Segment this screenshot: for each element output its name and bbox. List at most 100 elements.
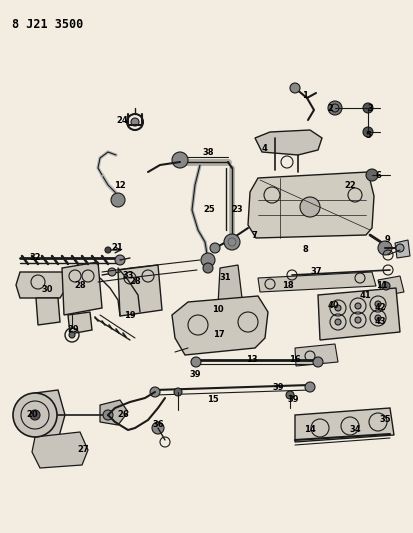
Polygon shape [62,262,102,315]
Circle shape [362,103,372,113]
Circle shape [201,253,214,267]
Polygon shape [32,432,88,468]
Polygon shape [394,240,409,258]
Polygon shape [171,296,267,355]
Text: 39: 39 [272,384,283,392]
Text: 10: 10 [212,305,223,314]
Polygon shape [16,272,68,298]
Polygon shape [317,288,399,340]
Text: 34: 34 [348,425,360,434]
Circle shape [289,83,299,93]
Text: 33: 33 [122,271,133,279]
Text: 18: 18 [282,280,293,289]
Text: 36: 36 [152,421,164,430]
Text: 23: 23 [230,206,242,214]
Polygon shape [36,298,60,325]
Text: 35: 35 [378,416,390,424]
Polygon shape [35,390,65,440]
Text: 37: 37 [309,268,321,277]
Text: 11: 11 [375,280,387,289]
Text: 13: 13 [246,356,257,365]
Circle shape [152,422,164,434]
Circle shape [285,391,293,399]
Text: 26: 26 [117,410,128,419]
Text: 30: 30 [41,286,52,295]
Text: 8 J21 3500: 8 J21 3500 [12,18,83,31]
Circle shape [304,382,314,392]
Text: 1: 1 [301,91,307,100]
Circle shape [312,357,322,367]
Text: 15: 15 [206,395,218,405]
Text: 42: 42 [373,303,385,311]
Circle shape [131,118,139,126]
Text: 2: 2 [326,103,332,112]
Text: 9: 9 [384,236,390,245]
Text: 25: 25 [203,206,214,214]
Circle shape [30,410,40,420]
Circle shape [69,332,75,338]
Text: 4: 4 [261,143,267,152]
Polygon shape [100,400,128,425]
Circle shape [103,410,113,420]
Text: 29: 29 [67,326,78,335]
Text: 3: 3 [366,103,372,112]
Circle shape [223,234,240,250]
Text: 31: 31 [218,273,230,282]
Text: 28: 28 [129,278,140,287]
Circle shape [374,315,380,321]
Polygon shape [377,276,403,296]
Circle shape [327,101,341,115]
Circle shape [362,127,372,137]
Text: 28: 28 [74,280,85,289]
Circle shape [299,197,319,217]
Circle shape [377,241,391,255]
Circle shape [354,317,360,323]
Circle shape [395,244,403,252]
Text: 39: 39 [189,370,200,379]
Text: 7: 7 [251,230,256,239]
Text: 27: 27 [77,446,89,455]
Text: 12: 12 [114,181,126,190]
Text: 41: 41 [358,290,370,300]
Text: 8: 8 [301,246,307,254]
Text: 14: 14 [304,425,315,434]
Text: 38: 38 [202,148,213,157]
Circle shape [190,357,201,367]
Text: 17: 17 [213,330,224,340]
Circle shape [171,152,188,168]
Circle shape [173,388,182,396]
Circle shape [209,243,219,253]
Polygon shape [294,408,393,442]
Circle shape [108,268,116,276]
Polygon shape [118,265,161,316]
Polygon shape [218,265,242,310]
Text: 43: 43 [373,318,385,327]
Text: 22: 22 [343,181,355,190]
Polygon shape [254,130,321,155]
Circle shape [381,282,389,290]
Circle shape [150,387,159,397]
Text: 21: 21 [111,244,123,253]
Circle shape [111,193,125,207]
Text: 6: 6 [374,171,380,180]
Polygon shape [247,172,373,238]
Circle shape [354,303,360,309]
Text: 39: 39 [287,395,298,405]
Circle shape [115,255,125,265]
Circle shape [334,305,340,311]
Text: 16: 16 [288,356,300,365]
Text: 32: 32 [29,254,41,262]
Circle shape [13,393,57,437]
Circle shape [334,319,340,325]
Text: 40: 40 [326,301,338,310]
Circle shape [365,169,377,181]
Text: 24: 24 [116,116,128,125]
Polygon shape [294,344,337,366]
Circle shape [105,247,111,253]
Text: 20: 20 [26,410,38,419]
Polygon shape [257,272,375,292]
Circle shape [374,301,380,307]
Text: 19: 19 [124,311,135,319]
Polygon shape [68,312,92,334]
Text: 5: 5 [364,131,370,140]
